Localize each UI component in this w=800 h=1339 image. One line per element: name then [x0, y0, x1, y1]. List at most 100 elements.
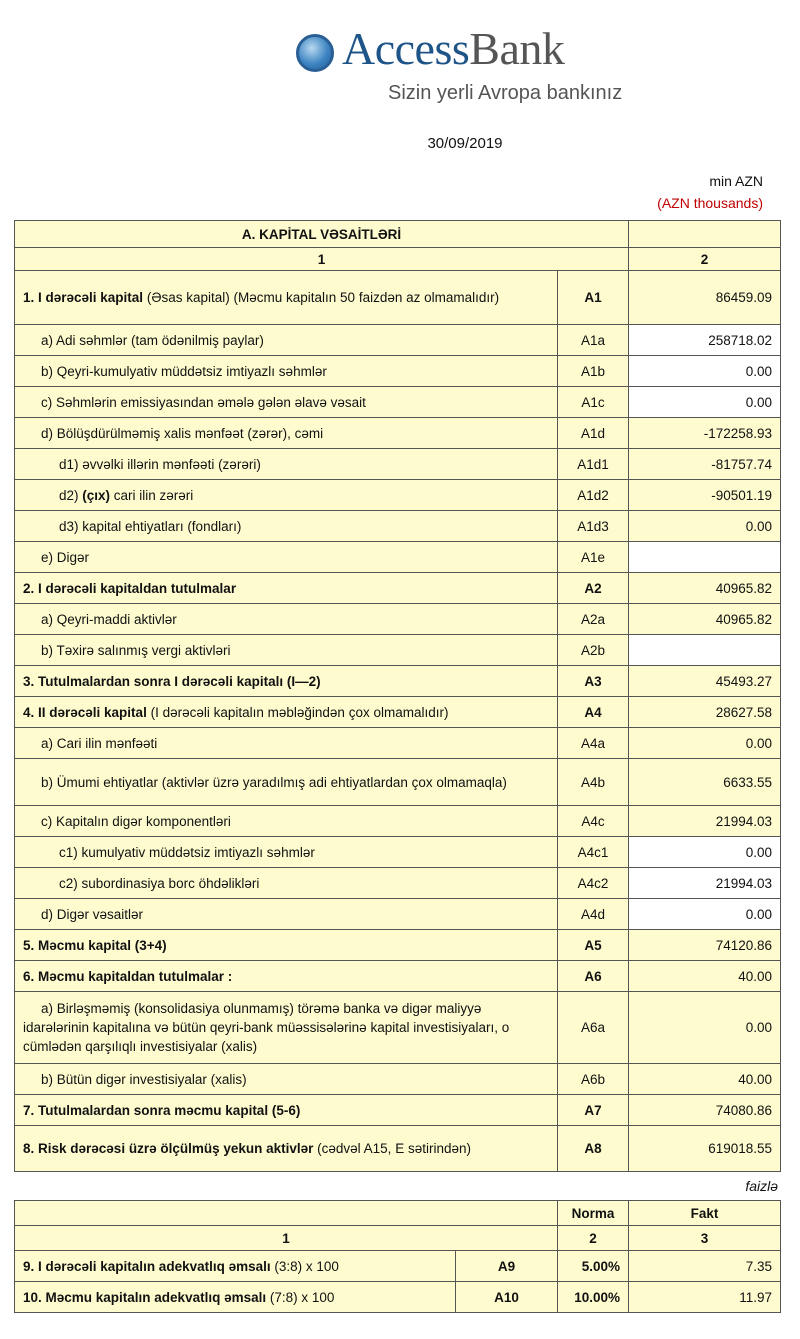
row-label-bold: (çıx) — [82, 487, 111, 503]
row-label-bold: 10. Məcmu kapitalın adekvatlıq əmsalı — [23, 1289, 267, 1305]
row-label-text: d1) əvvəlki illərin mənfəəti (zərəri) — [59, 456, 261, 472]
row-value — [628, 541, 782, 573]
row-code: A1d3 — [556, 510, 630, 542]
row-code: A1e — [556, 541, 630, 573]
row-label: b) Təxirə salınmış vergi aktivləri — [14, 634, 558, 666]
row-label-text: c2) subordinasiya borc öhdəlikləri — [59, 875, 260, 891]
row-code: A7 — [556, 1094, 630, 1126]
column-3-header: 3 — [628, 1225, 781, 1251]
row-label-bold: 5. Məcmu kapital (3+4) — [23, 937, 167, 953]
row-code: A6a — [556, 991, 630, 1064]
row-label: 6. Məcmu kapitaldan tutulmalar : — [14, 960, 558, 992]
row-code: A2a — [556, 603, 630, 635]
row-label-text: (Əsas kapital) (Məcmu kapitalın 50 faizd… — [143, 290, 500, 305]
row-code: A8 — [556, 1125, 630, 1172]
table-row: c) Kapitalın digər komponentləri A4c 21994… — [14, 805, 782, 837]
row-label: c) Kapitalın digər komponentləri — [14, 805, 558, 837]
table-row: a) Adi səhmlər (tam ödənilmiş paylar) A1a… — [14, 324, 782, 356]
row-label-bold: 7. Tutulmalardan sonra məcmu kapital (5-… — [23, 1102, 301, 1118]
row-label: b) Bütün digər investisiyalar (xalis) — [14, 1063, 558, 1095]
column-1-header: 1 — [14, 1225, 558, 1251]
row-value: -81757.74 — [628, 448, 782, 480]
row-label: a) Cari ilin mənfəəti — [14, 727, 558, 759]
row-label: 1. I dərəcəli kapital (Əsas kapital) (Mə… — [14, 270, 558, 325]
table-title-row: A. KAPİTAL VƏSAİTLƏRİ — [13, 220, 782, 248]
fakt-header: Fakt — [628, 1200, 781, 1226]
table-row: d) Bölüşdürülməmiş xalis mənfəət (zərər)… — [14, 417, 782, 449]
table-row: c) Səhmlərin emissiyasından əmələ gələn … — [14, 386, 782, 418]
globe-icon — [296, 34, 334, 72]
row-value: 0.00 — [628, 898, 782, 930]
row-label: a) Birləşməmiş (konsolidasiya olunmamış)… — [14, 991, 558, 1064]
logo-tagline: Sizin yerli Avropa bankınız — [388, 82, 623, 104]
table-row: a) Qeyri-maddi aktivlər A2a 40965.82 — [14, 603, 782, 635]
row-label-text: b) Qeyri-kumulyativ müddətsiz imtiyazlı … — [41, 363, 327, 379]
row-code: A10 — [455, 1281, 558, 1313]
row-label: 4. II dərəcəli kapital (I dərəcəli kapit… — [14, 696, 558, 728]
row-code: A6 — [556, 960, 630, 992]
column-2-header: 2 — [557, 1225, 629, 1251]
row-value: 40965.82 — [628, 603, 782, 635]
table-row: d2) (çıx) cari ilin zərəri A1d2 -90501.19 — [14, 479, 782, 511]
row-value: 6633.55 — [628, 758, 782, 806]
row-label-text: b) Təxirə salınmış vergi aktivləri — [41, 642, 231, 658]
row-label: 3. Tutulmalardan sonra I dərəcəli kapita… — [14, 665, 558, 697]
norma-header: Norma — [557, 1200, 629, 1226]
row-label-text: d3) kapital ehtiyatları (fondları) — [59, 518, 242, 534]
row-label: d) Bölüşdürülməmiş xalis mənfəət (zərər)… — [14, 417, 558, 449]
row-label: b) Qeyri-kumulyativ müddətsiz imtiyazlı … — [14, 355, 558, 387]
row-label-bold: 2. I dərəcəli kapitaldan tutulmalar — [23, 580, 237, 596]
adequacy-header-empty — [14, 1200, 558, 1226]
table-row: b) Bütün digər investisiyalar (xalis) A6b… — [14, 1063, 782, 1095]
row-value: -90501.19 — [628, 479, 782, 511]
row-label: 9. I dərəcəli kapitalın adekvatlıq əmsal… — [14, 1250, 456, 1282]
row-code: A1c — [556, 386, 630, 418]
row-code: A1d2 — [556, 479, 630, 511]
capital-table: A. KAPİTAL VƏSAİTLƏRİ 1 2 1. I dərəcəli … — [13, 220, 782, 1172]
table-row: c2) subordinasiya borc öhdəlikləri A4c2 21… — [14, 867, 782, 899]
row-label-bold: 8. Risk dərəcəsi üzrə ölçülmüş yekun akt… — [23, 1141, 314, 1156]
row-norma: 5.00% — [557, 1250, 629, 1282]
table-row: d1) əvvəlki illərin mənfəəti (zərəri) A1d… — [14, 448, 782, 480]
row-label-text: d) Bölüşdürülməmiş xalis mənfəət (zərər)… — [41, 425, 324, 441]
row-label-bold: 1. I dərəcəli kapital — [23, 290, 144, 305]
table-row: b) Ümumi ehtiyatlar (aktivlər üzrə yarad… — [14, 758, 782, 806]
row-code: A6b — [556, 1063, 630, 1095]
row-code: A2 — [556, 572, 630, 604]
table-row: 4. II dərəcəli kapital (I dərəcəli kapit… — [14, 696, 782, 728]
row-fakt: 7.35 — [628, 1250, 781, 1282]
table-row: e) Digər A1e — [14, 541, 782, 573]
row-label-text: b) Ümumi ehtiyatlar (aktivlər üzrə yarad… — [41, 774, 507, 790]
row-code: A2b — [556, 634, 630, 666]
row-label-text: a) Birləşməmiş (konsolidasiya olunmamış)… — [23, 1001, 510, 1054]
table-row: 1. I dərəcəli kapital (Əsas kapital) (Mə… — [14, 270, 782, 325]
row-value: 0.00 — [628, 355, 782, 387]
table-title-empty-cell — [628, 220, 782, 248]
row-label: c2) subordinasiya borc öhdəlikləri — [14, 867, 558, 899]
column-2-header: 2 — [628, 247, 782, 271]
accessbank-logo: AccessBank Sizin yerli Avropa bankınız — [296, 23, 626, 108]
column-1-header: 1 — [13, 247, 630, 271]
row-label-text: e) Digər — [41, 549, 90, 565]
row-label: d) Digər vəsaitlər — [14, 898, 558, 930]
row-value: 0.00 — [628, 836, 782, 868]
row-label: c1) kumulyativ müddətsiz imtiyazlı səhml… — [14, 836, 558, 868]
row-value: 0.00 — [628, 386, 782, 418]
table-row: 8. Risk dərəcəsi üzrə ölçülmüş yekun akt… — [14, 1125, 782, 1172]
table-row: 5. Məcmu kapital (3+4) A5 74120.86 — [14, 929, 782, 961]
row-label: c) Səhmlərin emissiyasından əmələ gələn … — [14, 386, 558, 418]
row-label: d2) (çıx) cari ilin zərəri — [14, 479, 558, 511]
percent-unit-label: faizlə — [745, 1178, 778, 1194]
row-label-bold: 6. Məcmu kapitaldan tutulmalar : — [23, 968, 233, 984]
table-row: 6. Məcmu kapitaldan tutulmalar : A6 40.00 — [14, 960, 782, 992]
row-label-text: a) Cari ilin mənfəəti — [41, 735, 158, 751]
row-value: 40.00 — [628, 960, 782, 992]
row-label: 2. I dərəcəli kapitaldan tutulmalar — [14, 572, 558, 604]
row-value: 86459.09 — [628, 270, 782, 325]
row-label-text: c) Kapitalın digər komponentləri — [41, 813, 231, 829]
row-label-text: a) Adi səhmlər (tam ödənilmiş paylar) — [41, 332, 264, 348]
row-code: A9 — [455, 1250, 558, 1282]
row-value: 0.00 — [628, 727, 782, 759]
row-label-text: cari ilin zərəri — [110, 487, 194, 503]
row-fakt: 11.97 — [628, 1281, 781, 1313]
